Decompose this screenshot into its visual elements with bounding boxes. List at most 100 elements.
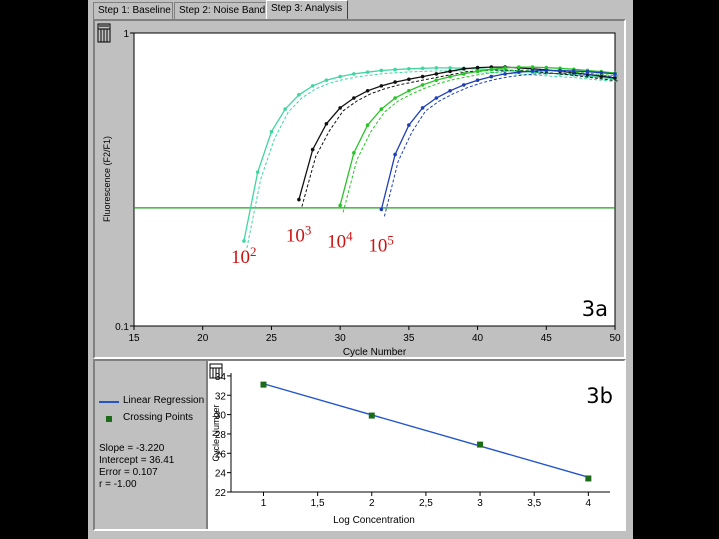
standard-curve-panel: Linear Regression Crossing Points Slope … bbox=[93, 359, 626, 531]
data-point bbox=[530, 65, 535, 69]
data-point bbox=[379, 68, 384, 73]
amplification-curve-replicate bbox=[246, 70, 619, 249]
data-point bbox=[517, 65, 521, 69]
crossing-point bbox=[585, 475, 592, 482]
data-point bbox=[242, 239, 246, 243]
error-value: Error = 0.107 bbox=[99, 467, 158, 478]
legend-item-regression: Linear Regression bbox=[99, 394, 205, 411]
tab-noise-band[interactable]: Step 2: Noise Band bbox=[174, 2, 268, 20]
data-point bbox=[530, 69, 535, 73]
chart-settings-icon[interactable] bbox=[209, 363, 223, 383]
data-point bbox=[338, 203, 342, 208]
data-point bbox=[475, 69, 480, 74]
regression-line-swatch bbox=[99, 401, 119, 403]
legend-label: Linear Regression bbox=[123, 395, 205, 406]
standard-curve-chart: 1 1,5 2 2,5 3 3,5 4 22 24 26 28 30 32 34 Log Concentr… bbox=[211, 372, 613, 526]
data-point bbox=[269, 130, 274, 134]
data-point bbox=[420, 74, 425, 79]
data-point bbox=[462, 72, 466, 76]
data-point bbox=[310, 84, 315, 88]
data-point bbox=[407, 66, 411, 71]
data-point bbox=[420, 83, 425, 87]
y-tick-label: 26 bbox=[215, 449, 227, 460]
crossing-point bbox=[477, 441, 484, 448]
data-point bbox=[420, 106, 425, 110]
y-tick-label: 30 bbox=[215, 411, 227, 422]
x-tick-label: 45 bbox=[541, 333, 553, 344]
x-tick-label: 4 bbox=[586, 498, 592, 509]
dilution-label: 104 bbox=[327, 228, 353, 252]
r-value: r = -1.00 bbox=[99, 479, 137, 490]
data-point bbox=[407, 123, 411, 127]
y-tick-label: 32 bbox=[215, 391, 227, 402]
data-point bbox=[297, 197, 301, 202]
amplification-curve-replicate bbox=[342, 69, 619, 213]
data-point bbox=[448, 69, 452, 74]
data-point bbox=[352, 96, 356, 100]
intercept-value: Intercept = 36.41 bbox=[99, 455, 175, 466]
plot-area bbox=[133, 32, 616, 327]
x-tick-label: 1 bbox=[261, 498, 267, 509]
x-axis-label: Log Concentration bbox=[333, 515, 415, 526]
data-point bbox=[434, 96, 439, 100]
x-tick-label: 30 bbox=[335, 333, 347, 344]
crossing-point bbox=[260, 381, 267, 388]
data-point bbox=[571, 69, 576, 73]
tab-baseline[interactable]: Step 1: Baseline bbox=[93, 2, 173, 20]
data-point bbox=[379, 107, 384, 111]
panel-label: 3a bbox=[582, 297, 608, 321]
amplification-curve-replicate bbox=[301, 69, 619, 207]
tab-analysis[interactable]: Step 3: Analysis bbox=[266, 0, 348, 20]
amplification-curve bbox=[380, 69, 616, 210]
data-point bbox=[407, 88, 411, 93]
y-tick-label: 24 bbox=[215, 469, 227, 480]
x-tick-label: 40 bbox=[472, 333, 484, 344]
x-tick-label: 35 bbox=[403, 333, 415, 344]
x-tick-label: 3,5 bbox=[527, 498, 541, 509]
amplification-chart: 15 20 25 30 35 40 45 50 0.1 1 102 103 104 105 Cycle … bbox=[102, 29, 621, 357]
data-point bbox=[338, 106, 342, 110]
x-tick-label: 2,5 bbox=[419, 498, 433, 509]
x-axis-label: Cycle Number bbox=[343, 347, 407, 357]
legend-item-crossing-points: Crossing Points bbox=[99, 411, 205, 428]
panel-label: 3b bbox=[586, 384, 613, 408]
data-point bbox=[420, 66, 425, 71]
data-point bbox=[365, 123, 370, 127]
data-point bbox=[503, 68, 507, 73]
amplification-panel: 15 20 25 30 35 40 45 50 0.1 1 102 103 104 105 Cycle … bbox=[93, 19, 626, 359]
data-point bbox=[599, 70, 604, 75]
y-tick-label: 1 bbox=[123, 29, 129, 40]
y-tick-label: 0.1 bbox=[115, 322, 129, 333]
standard-curve-area bbox=[206, 361, 626, 529]
data-point bbox=[544, 65, 549, 70]
y-tick-label: 34 bbox=[215, 372, 227, 383]
data-point bbox=[434, 78, 439, 83]
slope-value: Slope = -3.220 bbox=[99, 443, 165, 454]
data-point bbox=[462, 83, 466, 87]
amplification-curve bbox=[243, 67, 616, 242]
data-point bbox=[503, 66, 507, 70]
data-point bbox=[324, 121, 329, 126]
data-point bbox=[585, 69, 590, 74]
data-point bbox=[517, 70, 521, 74]
qpcr-analysis-window: Step 1: Baseline Step 2: Noise Band Step… bbox=[88, 0, 633, 539]
data-point bbox=[393, 80, 397, 84]
data-point bbox=[475, 65, 480, 70]
y-axis-label: Cycle Number bbox=[211, 404, 221, 461]
data-point bbox=[489, 74, 494, 79]
data-point bbox=[365, 88, 370, 93]
data-point bbox=[544, 68, 549, 73]
y-tick-label: 28 bbox=[215, 430, 227, 441]
data-point bbox=[338, 74, 342, 79]
data-point bbox=[503, 72, 507, 76]
data-point bbox=[365, 70, 370, 74]
legend-label: Crossing Points bbox=[123, 412, 194, 423]
dilution-label: 102 bbox=[231, 244, 257, 268]
data-point bbox=[448, 66, 452, 70]
x-tick-label: 20 bbox=[197, 333, 209, 344]
dilution-label: 105 bbox=[368, 232, 394, 256]
data-point bbox=[448, 88, 452, 93]
data-point bbox=[297, 93, 301, 97]
crossing-point-swatch bbox=[106, 416, 112, 422]
chart-settings-icon[interactable] bbox=[97, 23, 111, 43]
